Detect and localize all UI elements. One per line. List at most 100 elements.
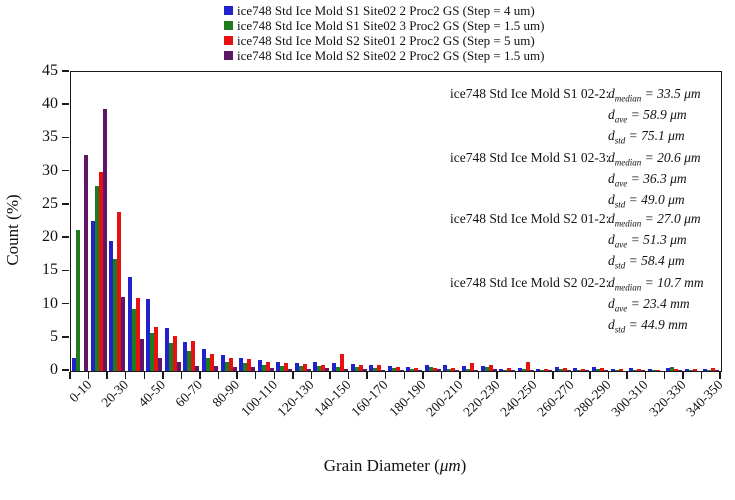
x-axis-tick — [533, 372, 536, 379]
bar-180-190-s4 — [418, 370, 423, 371]
legend-item: ice748 Std Ice Mold S1 Site02 2 Proc2 GS… — [224, 3, 544, 18]
annotation-label-line: ice748 Std Ice Mold S2 01-2: dmedian = 2… — [450, 211, 701, 271]
x-axis-tick — [310, 372, 313, 379]
bar-110-120-s2 — [280, 366, 285, 371]
y-axis-tick — [62, 236, 69, 238]
bar-210-220-s2 — [465, 369, 470, 371]
x-axis-tick-label: 60-70 — [172, 377, 206, 410]
annotation-stat: dave = 36.3 μm — [608, 171, 701, 192]
x-axis-tick-label: 40-50 — [135, 377, 169, 410]
stat-d-ave: dave = 23.4 mm — [608, 296, 690, 314]
bar-10-20-s4 — [102, 108, 107, 371]
bar-20-30-s2 — [113, 259, 118, 371]
bar-150-160-s3 — [358, 364, 363, 371]
bar-240-250-s4 — [529, 370, 534, 371]
x-axis-tick-label: 0-10 — [65, 377, 94, 406]
bar-30-40-s3 — [135, 297, 140, 371]
bar-270-280-s1 — [573, 368, 578, 371]
x-axis-tick-label: 160-170 — [348, 377, 392, 420]
bar-90-100-s1 — [239, 357, 244, 371]
x-axis-tick — [329, 372, 331, 379]
annotation-stat: dmedian = 20.6 μm — [608, 150, 701, 171]
annotation-stats: dmedian = 20.6 μm dave = 36.3 μm dstd = 49… — [608, 150, 701, 214]
legend-item-label: ice748 Std Ice Mold S1 Site02 2 Proc2 GS… — [237, 3, 535, 18]
bar-120-130-s3 — [302, 363, 307, 371]
bar-120-130-s4 — [306, 369, 311, 371]
annotation-label: ice748 Std Ice Mold S2 01-2: — [450, 211, 610, 226]
bar-190-200-s3 — [432, 367, 437, 371]
stat-d-std: dstd = 58.4 μm — [608, 253, 685, 272]
bar-170-180-s1 — [387, 366, 392, 371]
x-axis-tick-label: 220-230 — [460, 377, 503, 420]
x-axis-tick — [254, 372, 257, 379]
annotation-label: ice748 Std Ice Mold S2 02-2: — [450, 275, 610, 290]
bar-250-260-s2 — [540, 369, 545, 371]
bar-210-220-s3 — [469, 363, 474, 371]
x-axis-tick-label: 240-250 — [497, 377, 540, 420]
bar-220-230-s2 — [484, 366, 489, 371]
bar-230-240-s4 — [511, 370, 516, 371]
bar-40-50-s1 — [146, 299, 151, 371]
x-axis-tick-label: 80-90 — [209, 377, 243, 410]
x-axis-tick-label: 320-330 — [645, 377, 689, 420]
bar-260-270-s4 — [566, 370, 571, 371]
x-axis-tick — [422, 372, 424, 379]
bar-250-260-s3 — [544, 368, 549, 371]
bar-200-210-s2 — [447, 369, 452, 371]
annotation-stat: dave = 51.3 μm — [608, 232, 701, 253]
bar-330-340-s1 — [684, 369, 689, 371]
bar-260-270-s2 — [558, 369, 563, 371]
bar-70-80-s3 — [209, 353, 214, 371]
bar-340-350-s1 — [703, 368, 708, 371]
bar-340-350-s4 — [715, 370, 720, 371]
y-axis-tick-label: 10 — [42, 294, 58, 312]
legend-item: ice748 Std Ice Mold S1 Site02 3 Proc2 GS… — [224, 18, 544, 33]
x-axis-title-unit: μm — [439, 456, 461, 475]
bar-10-20-s2 — [94, 186, 99, 371]
y-axis-tick-label: 15 — [42, 261, 58, 279]
bar-40-50-s2 — [150, 333, 155, 371]
x-axis-tick — [477, 372, 480, 379]
x-axis-tick-label: 260-270 — [534, 377, 577, 420]
bar-320-330-s3 — [674, 369, 679, 371]
bar-100-110-s4 — [269, 368, 274, 371]
x-axis-tick — [162, 372, 164, 379]
x-axis-tick — [273, 372, 276, 379]
bar-210-220-s1 — [462, 366, 466, 371]
x-axis-title-text: Grain Diameter ( — [323, 456, 440, 475]
bar-170-180-s2 — [391, 368, 396, 371]
y-axis-tick-label: 30 — [42, 161, 58, 179]
bar-250-260-s4 — [548, 370, 553, 371]
y-axis-tick — [62, 336, 69, 338]
bar-140-150-s4 — [343, 369, 348, 371]
x-axis-tick — [199, 372, 201, 379]
bar-260-270-s3 — [562, 368, 567, 371]
bar-180-190-s3 — [414, 368, 419, 371]
bar-320-330-s4 — [678, 370, 683, 371]
bar-160-170-s3 — [377, 365, 382, 371]
bar-190-200-s4 — [436, 369, 441, 371]
bar-140-150-s1 — [332, 363, 336, 371]
x-axis-title-close: ) — [460, 456, 467, 475]
bar-80-90-s4 — [232, 366, 237, 371]
bar-130-140-s3 — [321, 365, 326, 371]
legend-color-swatch-icon — [224, 36, 233, 45]
x-axis-tick — [607, 372, 610, 379]
bar-270-280-s3 — [581, 369, 586, 371]
x-axis-tick-label: 280-290 — [571, 377, 614, 420]
bar-70-80-s2 — [205, 358, 210, 371]
x-axis-tick — [552, 372, 554, 379]
x-axis-tick — [69, 372, 71, 379]
bar-90-100-s4 — [251, 367, 256, 371]
x-axis-tick — [366, 372, 368, 379]
bar-240-250-s2 — [521, 369, 526, 371]
x-axis-tick — [236, 372, 238, 379]
bar-290-300-s3 — [618, 369, 623, 371]
legend-color-swatch-icon — [224, 51, 233, 60]
chart-legend: ice748 Std Ice Mold S1 Site02 2 Proc2 GS… — [224, 3, 544, 63]
x-axis-tick — [459, 372, 461, 379]
bar-110-120-s3 — [284, 363, 289, 371]
annotation-stats: dmedian = 33.5 μm dave = 58.9 μm dstd = 75… — [608, 86, 701, 150]
annotation-block: ice748 Std Ice Mold S2 01-2: dmedian = 2… — [450, 211, 701, 271]
